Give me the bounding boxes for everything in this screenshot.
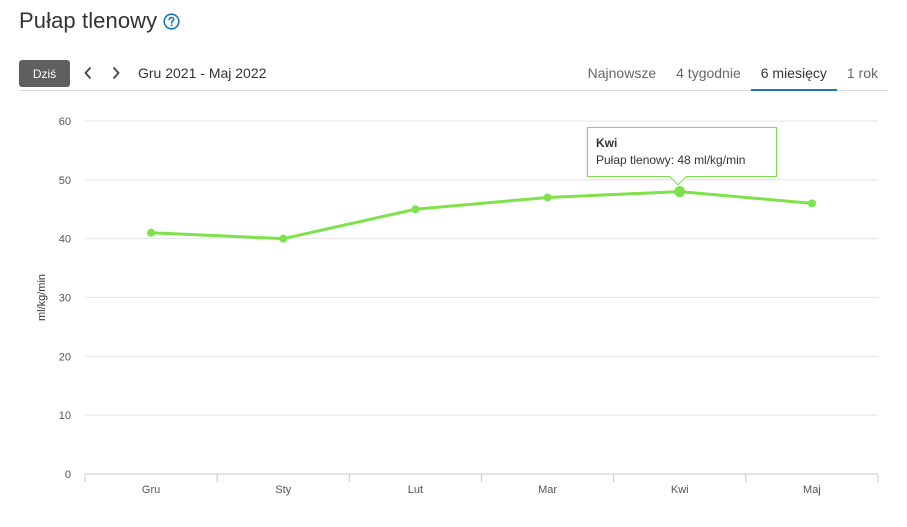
range-tabs: Najnowsze 4 tygodnie 6 miesięcy 1 rok	[578, 60, 888, 91]
tab-1-year[interactable]: 1 rok	[846, 65, 878, 81]
data-point	[279, 234, 288, 243]
tooltip-body: Pułap tlenowy: 48 ml/kg/min	[596, 153, 746, 167]
data-point	[411, 205, 420, 214]
x-tick-label: Mar	[538, 484, 557, 496]
chevron-right-icon[interactable]	[107, 63, 125, 83]
y-tick-label: 10	[59, 410, 71, 422]
x-tick-label: Maj	[803, 484, 821, 496]
chevron-left-icon[interactable]	[79, 63, 97, 83]
x-tick-label: Sty	[275, 484, 291, 496]
chart-tooltip: Kwi Pułap tlenowy: 48 ml/kg/min	[587, 127, 777, 186]
highlighted-data-point	[674, 186, 686, 198]
vo2max-line-chart: 0 10 20 30 40 50 60 Gru Sty Lut Mar Kwi Maj ml/kg/min	[36, 116, 879, 496]
data-point	[543, 193, 552, 202]
data-point	[147, 228, 156, 237]
y-tick-label: 50	[59, 175, 71, 187]
today-button[interactable]: Dziś	[19, 60, 70, 87]
x-tick-label: Gru	[142, 484, 160, 496]
data-point	[807, 199, 816, 208]
y-tick-label: 20	[59, 351, 71, 363]
tab-4-weeks[interactable]: 4 tygodnie	[676, 65, 741, 81]
question-circle-icon[interactable]	[163, 12, 180, 30]
title-row: Pułap tlenowy	[19, 8, 180, 34]
tab-6-months[interactable]: 6 miesięcy	[750, 60, 837, 91]
chart-toolbar: Dziś Gru 2021 - Maj 2022 Najnowsze 4 tyg…	[19, 60, 888, 91]
y-tick-label: 0	[65, 469, 71, 481]
x-tick-label: Lut	[408, 484, 423, 496]
x-tick-label: Kwi	[671, 484, 689, 496]
page-title: Pułap tlenowy	[19, 8, 158, 33]
tab-latest[interactable]: Najnowsze	[587, 65, 657, 81]
y-tick-label: 40	[59, 234, 71, 246]
y-axis-label: ml/kg/min	[36, 274, 48, 321]
series-line	[149, 190, 814, 241]
y-tick-label: 60	[59, 116, 71, 128]
tooltip-title: Kwi	[596, 136, 618, 150]
date-range-label: Gru 2021 - Maj 2022	[138, 65, 267, 81]
y-tick-label: 30	[59, 293, 71, 305]
